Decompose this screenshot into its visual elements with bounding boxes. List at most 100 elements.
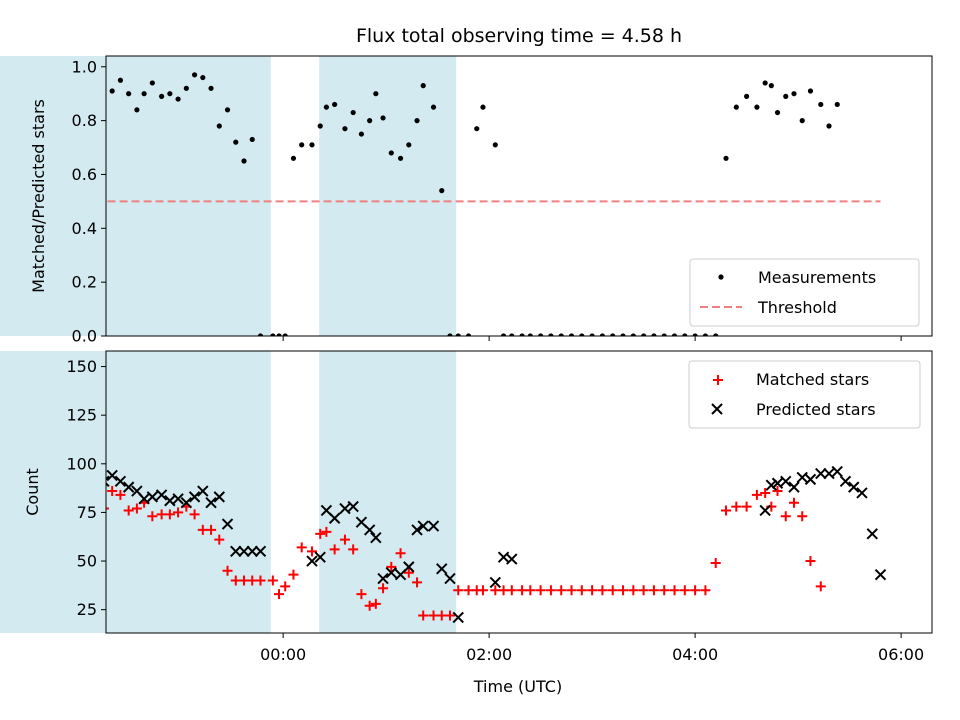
measurement-point <box>818 101 824 108</box>
matched-stars-point <box>267 575 278 586</box>
measurement-point <box>480 104 486 110</box>
predicted-stars-point <box>444 572 456 585</box>
top-panel-y-tick-label: 1.0 <box>72 57 97 76</box>
measurement-point <box>774 109 781 116</box>
measurement-point <box>233 139 239 145</box>
measurement-point <box>834 101 840 108</box>
predicted-stars-point <box>436 563 448 575</box>
bottom-panel: 25 50 75 100 125 150 00:00 02:00 04:00 06:00 Cou… <box>0 350 933 696</box>
matched-stars-point <box>444 610 455 621</box>
predicted-stars-point <box>804 473 817 486</box>
matched-stars-point <box>576 585 587 596</box>
legend-measurements-label: Measurements <box>758 268 876 287</box>
predicted-stars-point <box>363 524 376 536</box>
matched-stars-point <box>525 585 536 596</box>
bottom-panel-data <box>106 465 887 624</box>
matched-stars-point <box>214 534 225 545</box>
measurement-point <box>610 333 616 336</box>
matched-stars-point <box>280 581 291 592</box>
measurement-point <box>420 83 426 89</box>
measurement-point <box>661 333 667 336</box>
predicted-stars-point <box>403 561 415 573</box>
matched-stars-point <box>164 509 175 520</box>
matched-stars-point <box>189 509 200 520</box>
top-panel-y-axis: 0.0 0.2 0.4 0.6 0.8 1.0 <box>72 57 106 346</box>
predicted-stars-point <box>106 469 118 482</box>
predicted-stars-point <box>114 475 127 488</box>
predicted-stars-point <box>188 491 201 503</box>
matched-stars-point <box>418 610 429 621</box>
measurement-point <box>276 333 282 336</box>
measurement-point <box>430 104 437 110</box>
measurement-point <box>367 118 373 124</box>
matched-stars-point <box>731 501 742 512</box>
matched-stars-point <box>329 544 340 555</box>
matched-stars-point <box>403 567 414 578</box>
predicted-stars-point <box>155 489 168 501</box>
matched-stars-point <box>618 585 629 596</box>
predicted-stars-point <box>411 524 423 536</box>
measurement-point <box>733 104 739 110</box>
predicted-stars-point <box>759 504 771 517</box>
measurement-point <box>109 88 115 94</box>
predicted-stars-point <box>172 493 184 505</box>
top-panel-y-axis-label: Matched/Predicted stars <box>29 99 48 293</box>
measurement-point <box>500 333 507 336</box>
predicted-stars-point <box>765 479 778 491</box>
measurement-point <box>692 333 698 336</box>
predicted-stars-point <box>205 496 217 509</box>
x-tick-label: 04:00 <box>672 645 718 664</box>
measurement-point <box>183 85 189 91</box>
matched-stars-point <box>587 585 598 596</box>
measurement-point <box>630 333 636 336</box>
chart-title: Flux total observing time = 4.58 h <box>356 25 682 47</box>
measurement-point <box>702 333 709 336</box>
matched-stars-point <box>788 497 799 508</box>
matched-stars-point <box>815 581 826 592</box>
measurement-point <box>317 123 323 129</box>
measurement-point <box>342 126 348 132</box>
matched-stars-point <box>315 528 326 539</box>
measurement-point <box>439 188 445 194</box>
x-axis-label: Time (UTC) <box>473 677 562 696</box>
measurement-point <box>768 83 774 89</box>
top-panel-legend: Measurements Threshold <box>689 258 920 327</box>
predicted-stars-point <box>213 491 225 503</box>
matched-stars-point <box>131 503 142 514</box>
matched-stars-point <box>222 565 233 576</box>
measurement-point <box>754 104 760 110</box>
matched-stars-point <box>721 505 732 516</box>
top-panel-data <box>106 72 881 336</box>
measurement-point <box>388 150 394 156</box>
matched-stars-point <box>370 598 381 609</box>
measurement-point <box>149 80 155 86</box>
matched-stars-point <box>556 585 567 596</box>
matched-stars-point <box>348 544 359 555</box>
measurement-point <box>309 142 315 148</box>
top-panel-shaded-intervals <box>0 56 457 336</box>
measurement-point <box>455 333 461 336</box>
x-tick-label: 02:00 <box>466 645 512 664</box>
legend-matched-label: Matched stars <box>756 370 869 389</box>
matched-stars-point <box>206 524 217 535</box>
measurement-point <box>651 333 657 336</box>
matched-stars-point <box>115 489 126 500</box>
measurement-point <box>249 136 255 143</box>
matched-stars-point <box>566 585 577 596</box>
measurement-point <box>762 80 768 86</box>
bottom-panel-y-tick-label: 150 <box>66 357 97 376</box>
matched-stars-point <box>628 585 639 596</box>
bottom-panel-y-tick-label: 50 <box>77 552 97 571</box>
measurement-point <box>509 333 515 336</box>
matched-stars-point <box>669 585 680 596</box>
matched-stars-point <box>535 585 546 596</box>
measurement-point <box>641 333 647 336</box>
measurement-point <box>791 91 797 97</box>
x-tick-label: 00:00 <box>260 645 306 664</box>
predicted-stars-point <box>796 471 808 484</box>
matched-stars-point <box>395 548 406 559</box>
measurement-point <box>167 91 173 97</box>
measurement-point <box>241 158 247 164</box>
top-panel-shaded-interval-2 <box>319 56 457 336</box>
